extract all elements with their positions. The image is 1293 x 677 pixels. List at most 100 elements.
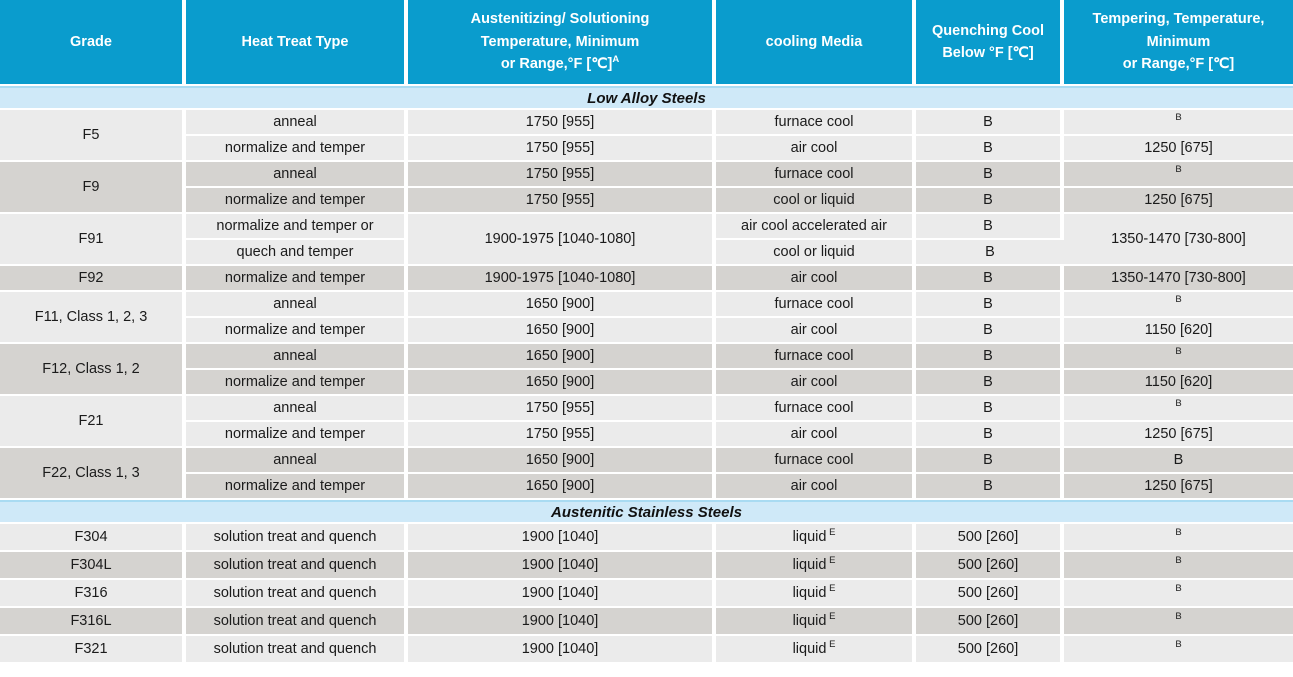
table-row: F11, Class 1, 2, 3 anneal 1650 [900] furnac…	[0, 292, 1293, 344]
austenitizing-temperature-cell: 1750 [955]	[408, 396, 716, 422]
heat-treat-type-cell: anneal	[186, 344, 408, 370]
quenching-cool-cell: 500 [260]	[916, 636, 1064, 664]
footnote-ref: B	[1175, 527, 1182, 539]
quenching-cool-cell: B	[916, 344, 1064, 370]
tempering-temperature-cell: B	[1064, 608, 1293, 636]
quenching-cool-cell: B	[916, 188, 1064, 214]
heat-treat-type-cell: solution treat and quench	[186, 608, 408, 636]
table-row: F91 normalize and temper or 1900-1975 [104…	[0, 214, 1293, 266]
grade-cell: F12, Class 1, 2	[0, 344, 186, 396]
quenching-cool-cell: B	[916, 266, 1064, 292]
heat-treat-type-cell: normalize and temper	[186, 136, 408, 162]
table-row: normalize and temper 1750 [955] air cool B 1…	[0, 136, 1293, 162]
quenching-cool-cell: 500 [260]	[916, 580, 1064, 608]
heat-treat-type-cell: solution treat and quench	[186, 580, 408, 608]
section-title: Low Alloy Steels	[0, 86, 1293, 110]
austenitizing-temperature-cell: 1900 [1040]	[408, 636, 716, 664]
austenitizing-temperature-cell: 1650 [900]	[408, 448, 716, 474]
austenitizing-temperature-cell: 1900 [1040]	[408, 552, 716, 580]
table-row: normalize and temper 1650 [900] air cool B 1…	[0, 318, 1293, 344]
cooling-media-cell: furnace cool	[716, 344, 916, 370]
tempering-temperature-cell: B	[1064, 292, 1293, 318]
cooling-media-cell: liquid E	[716, 524, 916, 552]
austenitizing-temperature-cell: 1650 [900]	[408, 474, 716, 500]
austenitizing-temperature-cell: 1750 [955]	[408, 136, 716, 162]
header-row: Grade Heat Treat Type Austenitizing/ Solut…	[0, 0, 1293, 86]
table-row: F316L solution treat and quench 1900 [1040…	[0, 608, 1293, 636]
austenitizing-temperature-cell: 1650 [900]	[408, 344, 716, 370]
quenching-cool-cell: 500 [260]	[916, 608, 1064, 636]
tempering-temperature-cell: 1150 [620]	[1064, 370, 1293, 396]
heat-treat-type-cell: normalize and temper	[186, 266, 408, 292]
footnote-ref: B	[1175, 583, 1182, 595]
cooling-media-cell: liquid E	[716, 552, 916, 580]
austenitizing-temperature-cell: 1650 [900]	[408, 370, 716, 396]
austenitizing-temperature-cell: 1750 [955]	[408, 162, 716, 188]
grade-cell: F5	[0, 110, 186, 162]
table-row: F12, Class 1, 2 anneal 1650 [900] furnace c…	[0, 344, 1293, 396]
grade-cell: F91	[0, 214, 186, 266]
austenitizing-temperature-cell: 1900 [1040]	[408, 580, 716, 608]
footnote-ref: B	[1175, 555, 1182, 567]
cooling-media-header: cooling Media	[716, 0, 916, 86]
heat-treat-type-cell: normalize and temper	[186, 422, 408, 448]
cooling-media-cell: cool or liquid	[716, 188, 916, 214]
heat-treat-type-cell: solution treat and quench	[186, 552, 408, 580]
table-row: F316 solution treat and quench 1900 [1040]…	[0, 580, 1293, 608]
tempering-temperature-cell: 1250 [675]	[1064, 136, 1293, 162]
table-header: Grade Heat Treat Type Austenitizing/ Solut…	[0, 0, 1293, 86]
grade-cell: F316	[0, 580, 186, 608]
quenching-cool-cell: B	[916, 110, 1064, 136]
austenitizing-temperature-cell: 1750 [955]	[408, 188, 716, 214]
tempering-temperature-header: Tempering, Temperature, Minimum or Range,°…	[1064, 0, 1293, 86]
austenitizing-temperature-cell: 1900 [1040]	[408, 608, 716, 636]
tempering-temperature-cell: B	[1064, 344, 1293, 370]
heat-treat-type-cell: normalize and temper	[186, 318, 408, 344]
quenching-cool-cell: 500 [260]	[916, 552, 1064, 580]
cooling-media-cell: air cool	[716, 370, 916, 396]
grade-cell: F304	[0, 524, 186, 552]
cooling-media-cell: liquid E	[716, 636, 916, 664]
table-row: F304 solution treat and quench 1900 [1040]…	[0, 524, 1293, 552]
heat-treat-type-cell: quech and temper	[186, 240, 408, 266]
cooling-media-cell: air cool	[716, 422, 916, 448]
heat-treat-type-cell: solution treat and quench	[186, 636, 408, 664]
quenching-cool-cell: B	[916, 214, 1064, 240]
tempering-temperature-cell: 1250 [675]	[1064, 188, 1293, 214]
heat-treat-type-cell: anneal	[186, 110, 408, 136]
heat-treat-type-cell: anneal	[186, 292, 408, 318]
austenitizing-temperature-cell: 1750 [955]	[408, 422, 716, 448]
quenching-cool-cell: B	[916, 396, 1064, 422]
footnote-ref: B	[1175, 294, 1182, 306]
quenching-cool-cell: B	[916, 474, 1064, 500]
cooling-media-cell: furnace cool	[716, 292, 916, 318]
quenching-cool-cell: B	[916, 240, 1064, 266]
footnote-ref: E	[826, 527, 836, 539]
tempering-temperature-cell: B	[1064, 524, 1293, 552]
cooling-media-cell: liquid E	[716, 580, 916, 608]
table-row: F304L solution treat and quench 1900 [1040…	[0, 552, 1293, 580]
grade-cell: F304L	[0, 552, 186, 580]
tempering-temperature-cell: 1350-1470 [730-800]	[1064, 266, 1293, 292]
tempering-temperature-cell: 1150 [620]	[1064, 318, 1293, 344]
cooling-media-cell: furnace cool	[716, 396, 916, 422]
tempering-temperature-cell: B	[1064, 110, 1293, 136]
table-row: F22, Class 1, 3 anneal 1650 [900] furnace c…	[0, 448, 1293, 500]
quenching-cool-cell: 500 [260]	[916, 524, 1064, 552]
cooling-media-cell: air cool accelerated air	[716, 214, 916, 240]
cooling-media-cell: furnace cool	[716, 110, 916, 136]
austenitizing-temperature-cell: 1750 [955]	[408, 110, 716, 136]
table-row: F92 normalize and temper 1900-1975 [1040-1…	[0, 266, 1293, 292]
austenitizing-temperature-header: Austenitizing/ Solutioning Temperature, M…	[408, 0, 716, 86]
tempering-temperature-cell: 1250 [675]	[1064, 474, 1293, 500]
cooling-media-cell: air cool	[716, 318, 916, 344]
footnote-ref: E	[826, 555, 836, 567]
grade-cell: F9	[0, 162, 186, 214]
cooling-media-cell: furnace cool	[716, 162, 916, 188]
table-body: Low Alloy Steels F5 anneal 1750 [955] furnac…	[0, 86, 1293, 664]
table-row: F321 solution treat and quench 1900 [1040]…	[0, 636, 1293, 664]
section-row: Austenitic Stainless Steels	[0, 500, 1293, 524]
austenitizing-temperature-cell: 1900 [1040]	[408, 524, 716, 552]
tempering-temperature-cell: B	[1064, 580, 1293, 608]
